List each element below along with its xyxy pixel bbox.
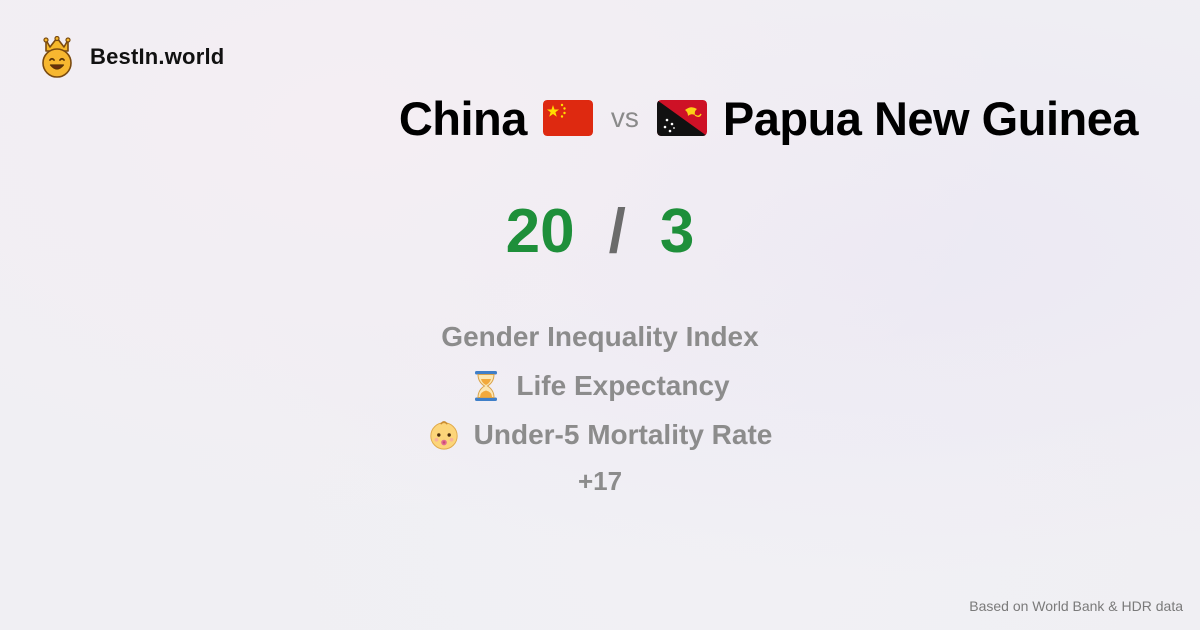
crown-smiley-icon bbox=[42, 36, 72, 78]
metrics-list: Gender Inequality Index Life Expectancy … bbox=[0, 312, 1200, 503]
score-separator: / bbox=[608, 197, 626, 266]
score-country-a: 20 bbox=[505, 197, 575, 266]
brand[interactable]: BestIn.world bbox=[38, 36, 224, 78]
brand-name: BestIn.world bbox=[90, 44, 225, 69]
hourglass-icon bbox=[475, 370, 498, 401]
metric-label: Under-5 Mortality Rate bbox=[473, 418, 773, 450]
metric-under5-mortality[interactable]: Under-5 Mortality Rate bbox=[428, 410, 773, 459]
metric-gender-inequality[interactable]: Gender Inequality Index bbox=[441, 312, 758, 361]
china-flag-icon bbox=[542, 100, 593, 136]
vs-label: vs bbox=[610, 102, 639, 133]
score-country-b: 3 bbox=[659, 197, 695, 266]
data-source-note: Based on World Bank & HDR data bbox=[969, 598, 1183, 614]
more-metrics-count[interactable]: +17 bbox=[577, 466, 623, 496]
score: 20 / 3 bbox=[0, 192, 1200, 272]
country-b-name[interactable]: Papua New Guinea bbox=[722, 91, 1139, 145]
metric-label: Life Expectancy bbox=[516, 369, 730, 401]
metric-life-expectancy[interactable]: Life Expectancy bbox=[470, 361, 730, 410]
metric-label: Gender Inequality Index bbox=[441, 320, 759, 352]
baby-icon bbox=[429, 420, 458, 450]
comparison-title: China vs Papua New Guinea bbox=[398, 88, 1139, 148]
country-a-name[interactable]: China bbox=[398, 91, 528, 145]
papua-new-guinea-flag-icon bbox=[656, 100, 707, 136]
